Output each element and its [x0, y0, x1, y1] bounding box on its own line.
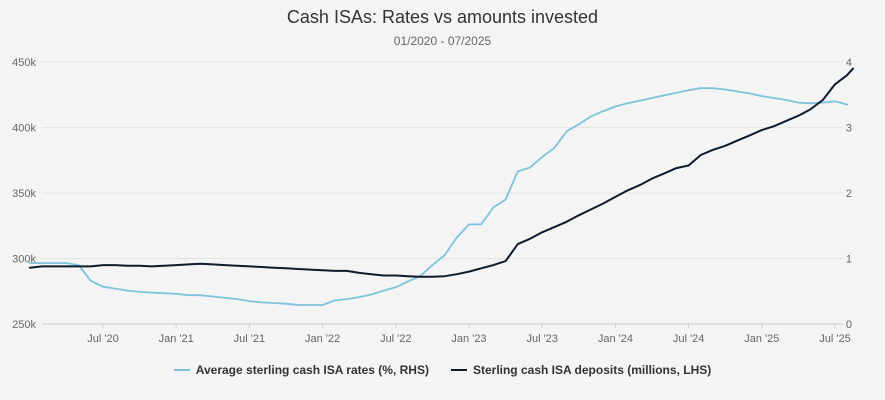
x-tick-label: Jul '22: [380, 333, 411, 345]
x-tick-label: Jul '25: [819, 333, 850, 345]
x-tick-label: Jul '23: [526, 333, 557, 345]
series-line-rates[interactable]: [28, 87, 849, 306]
series-line-deposits[interactable]: [28, 67, 854, 278]
x-tick-label: Jul '24: [673, 333, 704, 345]
chart-title: Cash ISAs: Rates vs amounts invested: [286, 7, 599, 27]
y-left-tick-label: 400k: [12, 123, 36, 135]
series-lines: [28, 67, 854, 306]
legend: Average sterling cash ISA rates (%, RHS)…: [0, 363, 885, 377]
x-tick-label: Jul '20: [87, 333, 118, 345]
legend-label-rates: Average sterling cash ISA rates (%, RHS): [195, 363, 429, 377]
x-tick-label: Jan '25: [744, 333, 779, 345]
y-left-tick-label: 250k: [12, 319, 36, 331]
y-right-tick-label: 3: [846, 123, 852, 135]
legend-item-rates[interactable]: Average sterling cash ISA rates (%, RHS): [173, 363, 429, 377]
y-right-tick-label: 4: [846, 57, 852, 69]
y-right-tick-label: 1: [846, 254, 852, 266]
x-tick-label: Jan '23: [451, 333, 486, 345]
y-right-tick-label: 2: [846, 188, 852, 200]
x-tick-label: Jan '24: [598, 333, 633, 345]
y-left-tick-label: 450k: [12, 57, 36, 69]
y-right-tick-label: 0: [846, 319, 852, 331]
gridlines: [42, 61, 843, 325]
y-left-tick-label: 350k: [12, 188, 36, 200]
x-tick-label: Jan '22: [305, 333, 340, 345]
legend-label-deposits: Sterling cash ISA deposits (millions, LH…: [472, 363, 712, 377]
legend-swatch-rates: [173, 369, 190, 371]
x-tick-label: Jul '21: [234, 333, 265, 345]
chart-subtitle: 01/2020 - 07/2025: [393, 34, 492, 48]
legend-item-deposits[interactable]: Sterling cash ISA deposits (millions, LH…: [450, 363, 712, 377]
x-tick-label: Jan '21: [159, 333, 194, 345]
legend-swatch-deposits: [450, 369, 467, 371]
